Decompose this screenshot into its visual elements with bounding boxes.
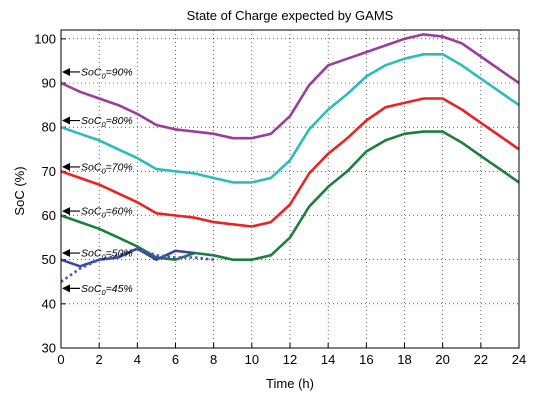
y-tick-label: 90 xyxy=(42,76,56,91)
soc-annotation: SoC0=60% xyxy=(62,206,133,220)
y-tick-label: 100 xyxy=(34,31,56,46)
y-tick-label: 70 xyxy=(42,164,56,179)
series-line-0 xyxy=(60,33,520,140)
annotation-label: SoC0=50% xyxy=(81,248,133,262)
series-line-3 xyxy=(60,130,520,262)
x-tick-label: 2 xyxy=(96,352,103,367)
y-tick-label: 40 xyxy=(42,296,56,311)
soc-annotation: SoC0=90% xyxy=(62,66,133,80)
x-tick-label: 12 xyxy=(283,352,297,367)
x-tick-label: 4 xyxy=(134,352,141,367)
arrow-head-icon xyxy=(62,207,70,216)
chart-title: State of Charge expected by GAMS xyxy=(187,8,394,23)
x-tick-label: 20 xyxy=(435,352,449,367)
annotation-label: SoC0=45% xyxy=(81,283,133,297)
annotation-label: SoC0=70% xyxy=(81,161,133,175)
y-axis-title: SoC (%) xyxy=(12,166,27,215)
y-tick-label: 80 xyxy=(42,120,56,135)
x-tick-label: 0 xyxy=(57,352,64,367)
plot-frame xyxy=(60,29,520,349)
grid xyxy=(61,30,519,348)
soc-annotation: SoC0=50% xyxy=(62,248,133,262)
x-tick-label: 14 xyxy=(321,352,335,367)
y-tick-label: 60 xyxy=(42,208,56,223)
y-tick-label: 50 xyxy=(42,252,56,267)
x-tick-label: 22 xyxy=(474,352,488,367)
soc-annotation: SoC0=80% xyxy=(62,115,133,129)
series-lines xyxy=(60,33,520,283)
series-line-5 xyxy=(60,247,214,283)
arrow-head-icon xyxy=(62,67,70,76)
x-tick-label: 16 xyxy=(359,352,373,367)
series-line-2 xyxy=(60,97,520,228)
x-axis-title: Time (h) xyxy=(266,376,314,391)
x-tick-label: 6 xyxy=(172,352,179,367)
series-line-1 xyxy=(60,52,520,184)
x-tick-label: 10 xyxy=(245,352,259,367)
x-tick-label: 24 xyxy=(512,352,526,367)
annotation-label: SoC0=80% xyxy=(81,115,133,129)
arrow-head-icon xyxy=(62,162,70,171)
x-tick-label: 18 xyxy=(397,352,411,367)
arrow-head-icon xyxy=(62,284,70,293)
soc-annotations: SoC0=90% SoC0=80% SoC0=70% SoC0=60% SoC0=50%… xyxy=(62,66,133,297)
annotation-label: SoC0=90% xyxy=(81,66,133,80)
x-tick-label: 8 xyxy=(210,352,217,367)
y-tick-label: 30 xyxy=(42,341,56,356)
arrow-head-icon xyxy=(62,249,70,258)
soc-annotation: SoC0=45% xyxy=(62,283,133,297)
annotation-label: SoC0=60% xyxy=(81,206,133,220)
arrow-head-icon xyxy=(62,116,70,125)
soc-annotation: SoC0=70% xyxy=(62,161,133,175)
